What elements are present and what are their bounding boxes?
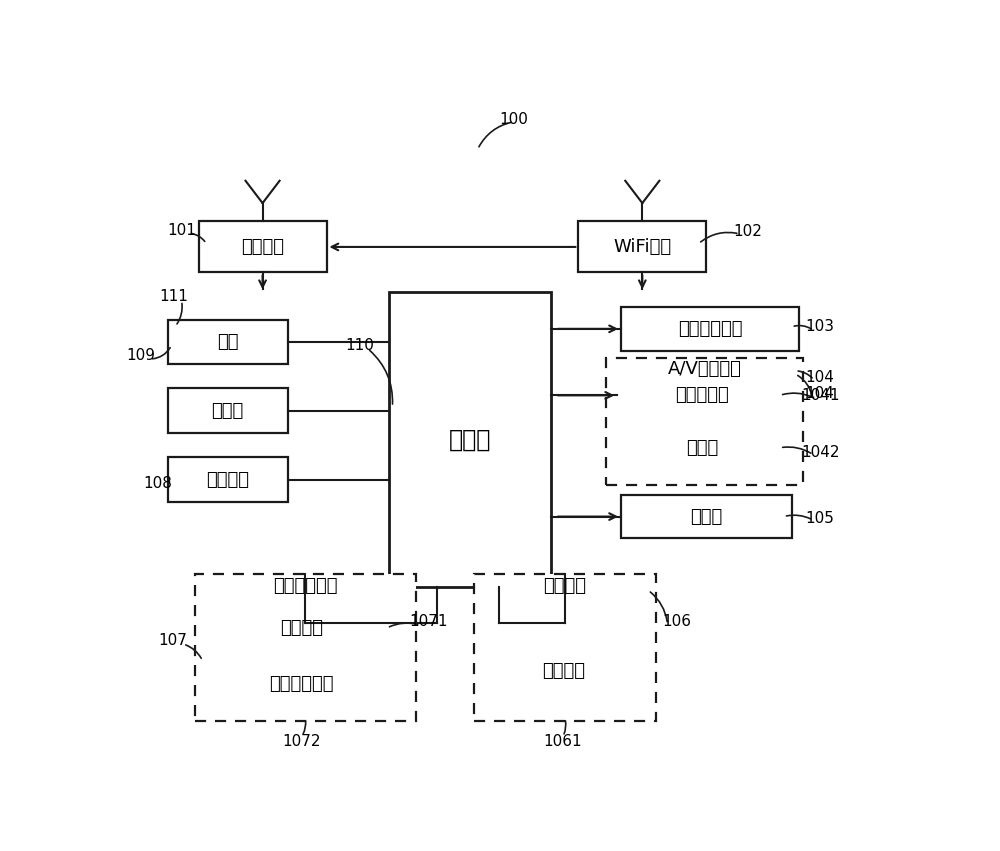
Text: 109: 109 [126, 348, 155, 363]
Text: 接口单元: 接口单元 [206, 471, 249, 488]
Bar [209, 607, 395, 649]
Bar [195, 574, 416, 722]
Text: 1071: 1071 [410, 614, 448, 629]
Text: 显示单元: 显示单元 [543, 577, 586, 595]
Bar [168, 457, 288, 502]
Text: 1041: 1041 [0, 850, 1, 851]
Bar [617, 374, 788, 417]
Text: 101: 101 [167, 223, 196, 238]
Text: 电源: 电源 [217, 333, 238, 351]
Text: 用户输入单元: 用户输入单元 [273, 577, 337, 595]
Text: 音频输出单元: 音频输出单元 [678, 320, 742, 338]
Text: 106: 106 [662, 614, 691, 629]
Text: 104: 104 [806, 370, 835, 385]
Text: 射频单元: 射频单元 [241, 238, 284, 256]
Text: 显示面板: 显示面板 [542, 661, 585, 680]
Text: 传感器: 传感器 [690, 507, 722, 526]
Text: 107: 107 [159, 633, 187, 648]
Bar [488, 649, 639, 692]
Text: 处理器: 处理器 [449, 427, 491, 452]
Text: 111: 111 [159, 289, 188, 305]
Text: 图形处理器: 图形处理器 [676, 386, 729, 404]
Text: 1041: 1041 [0, 850, 1, 851]
Text: 103: 103 [805, 319, 834, 334]
Text: 105: 105 [806, 511, 835, 526]
Text: 1072: 1072 [282, 734, 321, 749]
Text: 1042: 1042 [801, 445, 839, 460]
Bar [617, 426, 788, 469]
Text: 1041: 1041 [801, 388, 839, 403]
Text: 102: 102 [733, 224, 762, 239]
Text: A/V输入单元: A/V输入单元 [667, 361, 741, 379]
Text: 100: 100 [500, 111, 528, 127]
Bar [199, 221, 326, 272]
Bar [621, 306, 799, 351]
Text: 1061: 1061 [544, 734, 582, 749]
Bar [621, 495, 792, 538]
Bar [168, 320, 288, 364]
Text: 104: 104 [805, 386, 834, 401]
Bar [578, 221, 706, 272]
Text: 110: 110 [345, 339, 374, 353]
Text: 其他输入设备: 其他输入设备 [269, 675, 334, 693]
Bar [168, 388, 288, 433]
Bar [474, 574, 656, 722]
Text: WiFi模块: WiFi模块 [613, 238, 671, 256]
Text: 触控面板: 触控面板 [280, 619, 323, 637]
Text: 存储器: 存储器 [212, 402, 244, 420]
Text: 108: 108 [143, 476, 172, 491]
Text: 麦克风: 麦克风 [686, 439, 718, 457]
Bar [606, 357, 803, 485]
Bar [388, 292, 551, 587]
Bar [209, 662, 395, 705]
